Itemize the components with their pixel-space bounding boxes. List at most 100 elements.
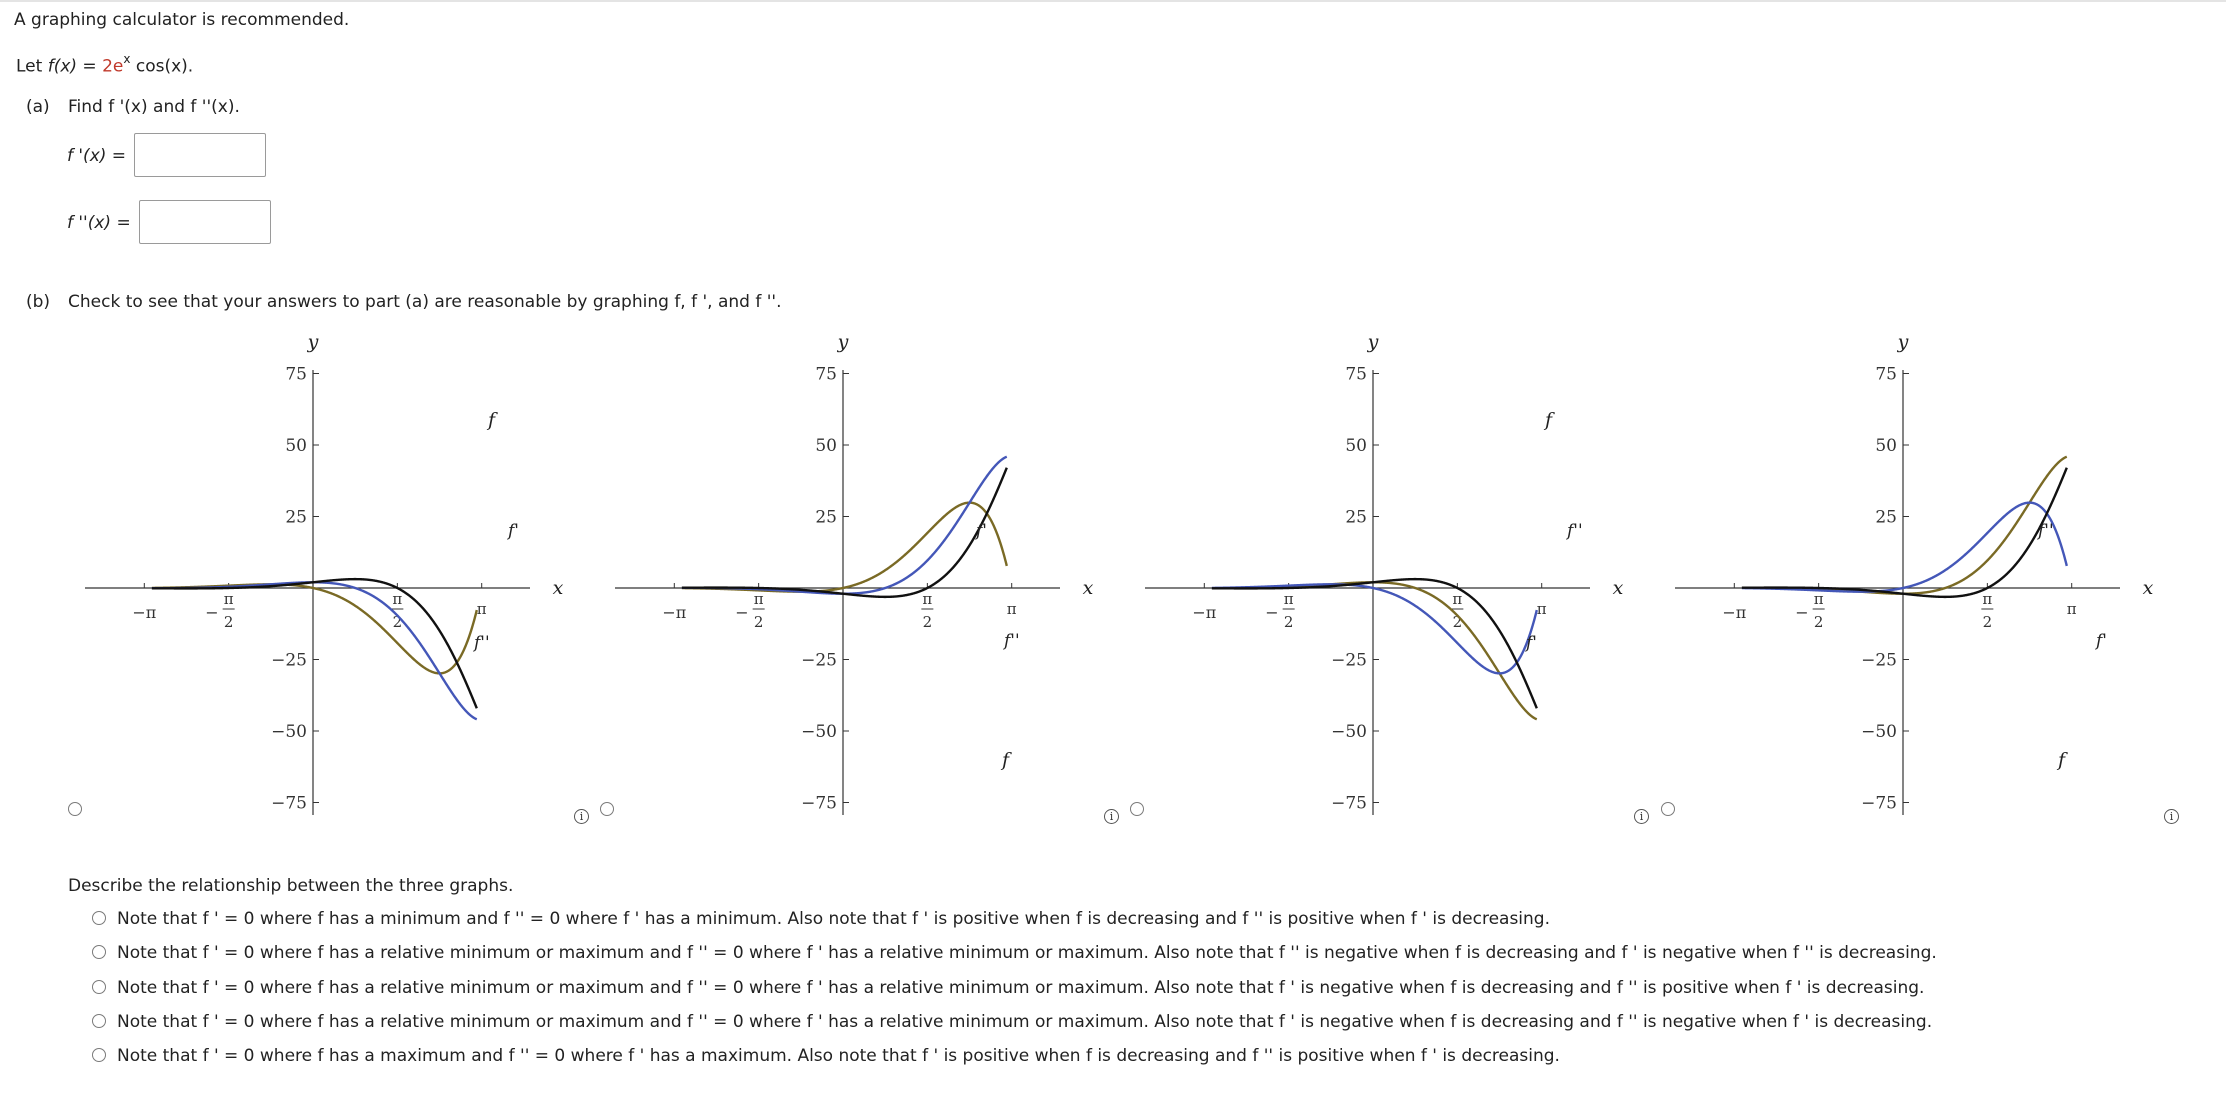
graph-radio-1[interactable]: [68, 802, 82, 816]
y-tick-label: −75: [801, 794, 837, 814]
part-a-instruction: Find f '(x) and f ''(x).: [68, 97, 240, 117]
x-tick-label-minus: −: [735, 603, 748, 622]
curve-label-fprime: f': [506, 521, 519, 541]
curve-olive: [1741, 455, 2068, 595]
info-icon[interactable]: i: [574, 809, 589, 824]
y-tick-label: −75: [1331, 794, 1367, 814]
y-tick-label: −25: [1861, 651, 1897, 671]
curve-label-fdoubleprime: f'': [1002, 631, 1020, 651]
top-divider: [0, 0, 2226, 2]
y-axis-label: y: [307, 331, 319, 353]
x-tick-label-pi: π: [1284, 590, 1294, 608]
y-tick-label: −75: [271, 794, 307, 814]
describe-radio-3[interactable]: [92, 980, 106, 994]
y-tick-label: 50: [815, 436, 837, 456]
curve-black: [681, 467, 1008, 599]
curve-blue: [681, 455, 1008, 595]
y-tick-label: 25: [815, 508, 837, 528]
y-tick-label: −50: [1331, 722, 1367, 742]
x-tick-label-minus: −: [205, 603, 218, 622]
x-tick-label-two: 2: [224, 613, 234, 631]
info-icon[interactable]: i: [1104, 809, 1119, 824]
y-tick-label: −50: [1861, 722, 1897, 742]
y-tick-label: −50: [801, 722, 837, 742]
info-icon[interactable]: i: [1634, 809, 1649, 824]
describe-option-text-4: Note that f ' = 0 where f has a relative…: [117, 1012, 1933, 1032]
x-tick-label-two: 2: [923, 613, 933, 631]
y-tick-label: −25: [1331, 651, 1367, 671]
curve-label-f: f: [1000, 749, 1012, 771]
x-tick-label-pi: π: [477, 600, 487, 618]
x-tick-label-pi: π: [1537, 600, 1547, 618]
y-tick-label: 25: [285, 508, 307, 528]
x-tick-label-neg-pi: −π: [1192, 603, 1216, 622]
describe-radio-5[interactable]: [92, 1048, 106, 1062]
x-tick-label-minus: −: [1795, 603, 1808, 622]
function-definition: Let f(x) = 2ex cos(x).: [16, 52, 194, 77]
graph-radio-3[interactable]: [1130, 802, 1144, 816]
x-tick-label-two: 2: [393, 613, 403, 631]
x-axis-label: x: [1613, 577, 1624, 599]
curve-label-fdoubleprime: f'': [1565, 521, 1583, 541]
describe-radio-2[interactable]: [92, 945, 106, 959]
graph-radio-4[interactable]: [1661, 802, 1675, 816]
x-tick-label-neg-pi: −π: [1722, 603, 1746, 622]
y-tick-label: −50: [271, 722, 307, 742]
fdouble-input[interactable]: [139, 200, 271, 244]
y-tick-label: 50: [1345, 436, 1367, 456]
describe-prompt: Describe the relationship between the th…: [68, 876, 514, 896]
curve-label-fprime: f': [974, 521, 987, 541]
x-tick-label-two: 2: [1814, 613, 1824, 631]
x-tick-label-pi: π: [224, 590, 234, 608]
curve-label-fdoubleprime: f'': [472, 633, 490, 653]
graph-radio-2[interactable]: [600, 802, 614, 816]
fprime-label: f '(x) =: [67, 146, 127, 166]
curve-black: [1741, 467, 2068, 599]
x-axis-label: x: [553, 577, 564, 599]
curve-black: [151, 577, 478, 709]
x-tick-label-pi: π: [2067, 600, 2077, 618]
describe-radio-1[interactable]: [92, 911, 106, 925]
curve-label-f: f: [1543, 409, 1555, 431]
part-a-label: (a): [26, 97, 50, 117]
y-tick-label: −75: [1861, 794, 1897, 814]
part-b-instruction: Check to see that your answers to part (…: [68, 292, 782, 312]
y-tick-label: −25: [271, 651, 307, 671]
x-tick-label-two: 2: [1284, 613, 1294, 631]
y-tick-label: 75: [285, 365, 307, 385]
curve-label-fdoubleprime: f'': [2036, 521, 2054, 541]
x-tick-label-neg-pi: −π: [132, 603, 156, 622]
curve-blue: [151, 581, 478, 721]
x-axis-label: x: [1083, 577, 1094, 599]
x-tick-label-pi: π: [1452, 590, 1462, 608]
describe-option-text-1: Note that f ' = 0 where f has a minimum …: [117, 909, 1550, 929]
y-tick-label: 25: [1345, 508, 1367, 528]
curve-label-f: f: [486, 409, 498, 431]
x-tick-label-pi: π: [392, 590, 402, 608]
y-tick-label: 75: [815, 365, 837, 385]
x-tick-label-two: 2: [1453, 613, 1463, 631]
x-tick-label-pi: π: [922, 590, 932, 608]
fprime-input[interactable]: [134, 133, 266, 177]
curve-black: [1211, 577, 1538, 709]
fdouble-label: f ''(x) =: [67, 213, 131, 233]
curve-blue: [1211, 583, 1538, 675]
y-axis-label: y: [837, 331, 849, 353]
describe-radio-4[interactable]: [92, 1014, 106, 1028]
curve-blue: [1741, 501, 2068, 593]
x-tick-label-pi: π: [1007, 600, 1017, 618]
curve-label-f: f: [2056, 749, 2068, 771]
x-tick-label-neg-pi: −π: [662, 603, 686, 622]
x-tick-label-minus: −: [1265, 603, 1278, 622]
curve-olive: [1211, 581, 1538, 721]
y-tick-label: 75: [1345, 365, 1367, 385]
x-tick-label-two: 2: [1983, 613, 1993, 631]
x-tick-label-two: 2: [754, 613, 764, 631]
info-icon[interactable]: i: [2164, 809, 2179, 824]
y-axis-label: y: [1897, 331, 1909, 353]
y-tick-label: 25: [1875, 508, 1897, 528]
x-tick-label-pi: π: [1814, 590, 1824, 608]
